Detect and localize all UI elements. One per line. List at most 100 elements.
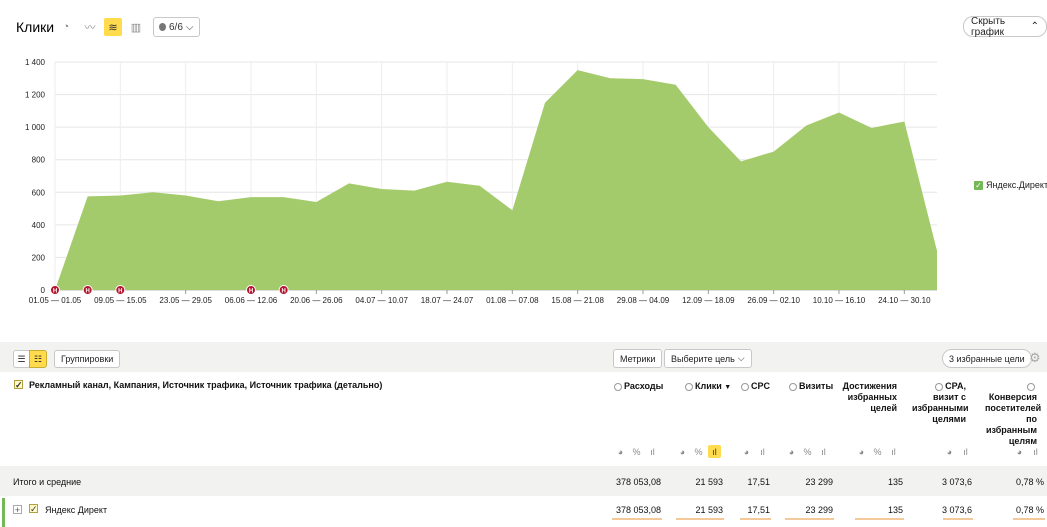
holiday-marker-dot (50, 285, 60, 295)
metrics-button[interactable]: Метрики (613, 349, 663, 368)
metrics-label: Метрики (620, 353, 656, 364)
bar-icon[interactable]: ıl (891, 446, 896, 457)
line-chart-icon[interactable]: 〰 (84, 22, 96, 34)
totals-clicks: 21 593 (695, 477, 723, 487)
percent-icon[interactable]: % (632, 446, 641, 457)
pie-icon[interactable]: ◕ (743, 446, 750, 457)
datasets-button[interactable]: 6/6 ⌵ (153, 17, 200, 37)
pie-icon[interactable]: ◕ (946, 446, 953, 457)
area-chart-icon[interactable]: ≋ (104, 18, 122, 36)
expand-icon[interactable]: + (13, 505, 22, 515)
bar-icon[interactable]: ıl (760, 446, 765, 457)
bar-icon[interactable]: ıl (963, 446, 968, 457)
radio-icon[interactable] (935, 382, 944, 391)
radio-icon[interactable] (741, 382, 749, 391)
column-header-visits[interactable]: Визиты (789, 381, 833, 392)
select-all-checkbox[interactable]: ✓ (14, 380, 23, 390)
column-header-cpc[interactable]: CPC (741, 381, 770, 392)
row-goal-achievements: 135 (887, 505, 903, 515)
hide-chart-button[interactable]: Скрыть график ⌃ (963, 15, 1047, 38)
conversion-share-bar (1013, 518, 1045, 520)
y-tick-label: 1 400 (25, 58, 46, 67)
tree-list-icon: ☷ (33, 353, 43, 364)
holiday-marker[interactable]: H (50, 285, 60, 295)
y-tick-label: 600 (32, 188, 46, 197)
x-tick-label: 29.08 — 04.09 (617, 296, 670, 305)
column-header-clicks[interactable]: Клики ▼ (685, 381, 731, 393)
table-toolbar (0, 342, 1047, 372)
choose-goal-select[interactable]: Выберите цель ⌵ (664, 349, 752, 368)
percent-icon[interactable]: % (803, 446, 812, 457)
pie-icon[interactable]: ◕ (679, 446, 686, 457)
totals-conversion: 0,78 % (1015, 477, 1044, 487)
column-label: Визиты (799, 381, 834, 391)
totals-cpc: 17,51 (747, 477, 770, 487)
spend-metric-icons: ◕% ıl (614, 445, 659, 458)
y-tick-label: 400 (32, 221, 46, 230)
x-tick-label: 26.09 — 02.10 (747, 296, 800, 305)
row-conversion: 0,78 % (1015, 505, 1044, 515)
holiday-marker-dot (115, 285, 126, 295)
gear-icon[interactable]: ⚙ (1029, 350, 1041, 365)
flat-list-view-button[interactable]: ☰ (13, 350, 30, 368)
holiday-marker-dot (82, 285, 93, 295)
x-tick-label: 10.10 — 16.10 (813, 296, 866, 305)
row-spend: 378 053,08 (615, 505, 661, 515)
radio-icon[interactable] (1027, 382, 1035, 391)
percent-icon[interactable]: % (694, 446, 703, 457)
pie-icon[interactable]: ◕ (617, 446, 624, 457)
pie-chart-icon[interactable]: ◔ (62, 21, 70, 33)
clicks-share-bar (676, 518, 724, 520)
row-visits: 23 299 (805, 505, 833, 515)
percent-icon[interactable]: % (873, 446, 882, 457)
y-tick-label: 800 (32, 156, 46, 165)
column-header-spend[interactable]: Расходы (614, 381, 663, 392)
x-tick-label: 06.06 — 12.06 (225, 296, 278, 305)
column-chart-icon[interactable]: ▥ (130, 21, 142, 34)
row-label-yandex-direct[interactable]: Яндекс Директ (45, 505, 108, 515)
dimension-header: ✓ Рекламный канал, Кампания, Источник тр… (14, 380, 382, 390)
x-tick-label: 09.05 — 15.05 (94, 296, 147, 305)
checkbox-icon[interactable]: ✓ (974, 180, 983, 190)
bar-icon[interactable]: ıl (708, 445, 721, 458)
holiday-marker[interactable]: H (115, 285, 126, 295)
pie-icon[interactable]: ◕ (1016, 446, 1023, 457)
holiday-marker[interactable]: H (246, 285, 256, 295)
holiday-marker-label: H (118, 289, 122, 295)
pie-icon[interactable]: ◕ (858, 446, 865, 457)
chart-legend[interactable]: ✓ Яндекс.Директ (974, 180, 1047, 190)
row-checkbox[interactable]: ✓ (29, 504, 38, 514)
bar-icon[interactable]: ıl (821, 446, 826, 457)
totals-row (0, 466, 1047, 496)
hide-chart-label: Скрыть график (971, 15, 1006, 38)
radio-icon[interactable] (685, 382, 693, 391)
holiday-marker-label: H (249, 289, 253, 295)
cpa-metric-icons: ◕ ıl (943, 445, 972, 458)
column-label: Клики (695, 381, 722, 391)
favorite-goals-button[interactable]: 3 избранные цели (942, 349, 1032, 368)
groupings-button[interactable]: Группировки (54, 350, 121, 368)
x-tick-label: 01.05 — 01.05 (29, 296, 82, 305)
holiday-marker[interactable]: H (82, 285, 93, 295)
tree-view-button[interactable]: ☷ (29, 350, 47, 368)
holiday-marker-label: H (53, 289, 57, 295)
radio-icon[interactable] (614, 382, 622, 391)
dimension-header-label: Рекламный канал, Кампания, Источник траф… (29, 380, 383, 390)
totals-cpa: 3 073,6 (941, 477, 972, 487)
bar-icon[interactable]: ıl (650, 446, 655, 457)
column-header-conversion[interactable]: Конверсия посетителей по избранным целям (985, 381, 1041, 447)
column-label: Расходы (624, 381, 664, 391)
bar-icon[interactable]: ıl (1033, 446, 1038, 457)
column-label: CPC (751, 381, 771, 391)
holiday-marker[interactable]: H (278, 285, 289, 295)
pie-icon[interactable]: ◕ (788, 446, 795, 457)
chart-title: Клики (16, 19, 55, 35)
y-tick-label: 0 (41, 286, 46, 295)
column-header-goal-achievements[interactable]: Достижения избранных целей (840, 381, 897, 414)
x-tick-label: 12.09 — 18.09 (682, 296, 735, 305)
column-header-cpa[interactable]: CPA, визит с избранными целями (912, 381, 969, 425)
groupings-label: Группировки (61, 354, 114, 364)
x-tick-label: 15.08 — 21.08 (551, 296, 604, 305)
visits-share-bar (785, 518, 834, 520)
radio-icon[interactable] (789, 382, 797, 391)
